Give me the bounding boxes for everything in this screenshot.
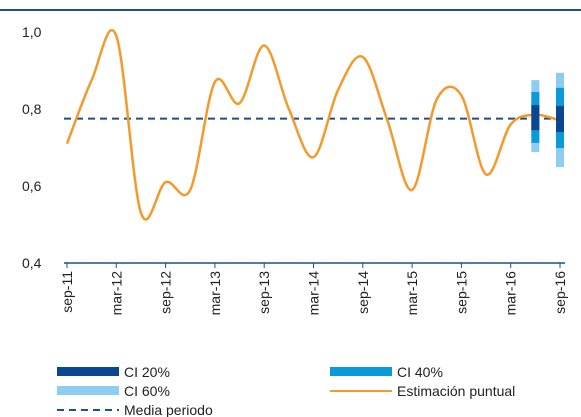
x-tick-label: sep-16 [552,271,568,314]
interval-bar [531,105,540,131]
legend-label: CI 20% [124,364,170,380]
y-tick-label: 0,6 [22,178,42,194]
y-tick-label: 0,8 [22,101,42,117]
x-tick-label: sep-12 [158,271,174,314]
x-tick-label: mar-12 [108,271,124,316]
x-tick-label: mar-16 [503,271,519,316]
x-tick-label: sep-14 [355,271,371,314]
x-tick-label: mar-15 [404,271,420,316]
interval-bar [556,105,564,133]
y-tick-label: 1,0 [22,24,42,40]
legend-swatch [57,367,119,376]
x-tick-label: sep-11 [59,271,75,313]
legend-swatch [330,367,392,376]
x-tick-label: sep-15 [453,271,469,314]
x-tick-label: mar-13 [207,271,223,316]
x-tick-label: sep-13 [256,271,272,314]
legend-label: CI 40% [397,364,443,380]
x-tick-label: mar-14 [306,271,322,316]
legend-label: CI 60% [124,383,170,399]
y-tick-label: 0,4 [22,255,42,271]
legend-label: Estimación puntual [397,383,515,399]
legend-label: Media periodo [124,402,213,417]
legend-swatch [57,386,119,395]
series-line [65,28,561,221]
